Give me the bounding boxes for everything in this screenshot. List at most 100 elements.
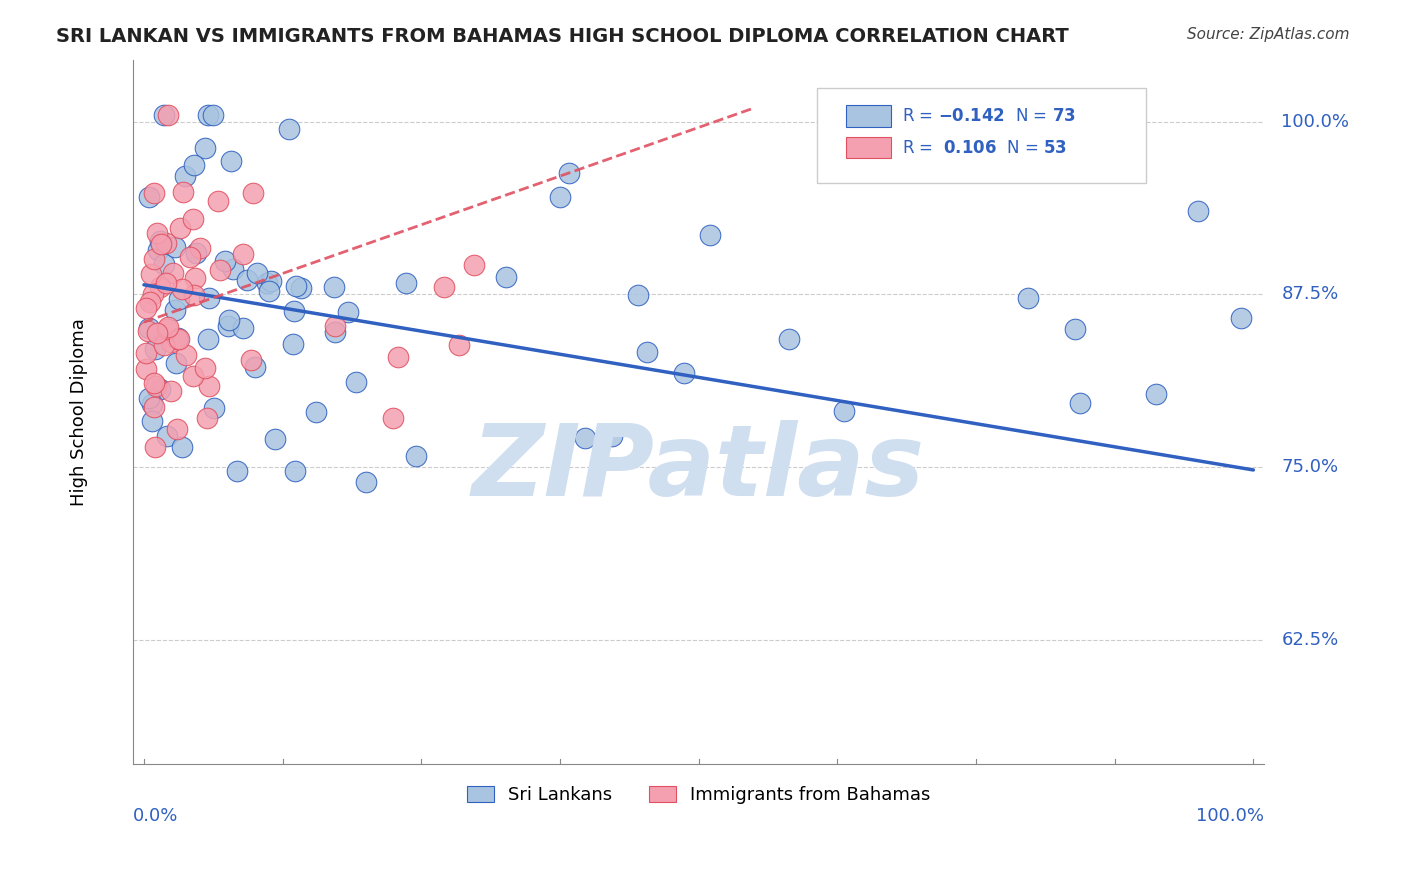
Point (167, 332, 190, 346)
Text: 75.0%: 75.0% (1281, 458, 1339, 476)
Point (558, 166, 581, 180)
Point (281, 336, 304, 351)
Point (149, 280, 172, 294)
Point (548, 190, 571, 204)
Point (202, 108, 225, 122)
Point (143, 342, 166, 356)
Point (142, 186, 165, 200)
Point (194, 361, 217, 376)
Point (166, 422, 188, 436)
Point (183, 287, 205, 301)
Point (143, 400, 166, 414)
Point (218, 313, 240, 327)
Text: 100.0%: 100.0% (1197, 806, 1264, 824)
Point (135, 301, 157, 315)
Point (157, 108, 180, 122)
Point (156, 322, 179, 336)
Point (183, 158, 205, 172)
Text: 0.0%: 0.0% (132, 806, 179, 824)
Point (1187, 203, 1209, 218)
Point (172, 185, 194, 199)
Point (146, 226, 169, 240)
Point (405, 449, 427, 463)
Point (395, 277, 418, 291)
Point (166, 332, 188, 346)
Point (135, 346, 157, 360)
Point (387, 351, 409, 365)
Point (260, 274, 283, 288)
Point (382, 410, 405, 425)
Point (142, 376, 165, 391)
FancyBboxPatch shape (846, 137, 891, 158)
Point (160, 384, 183, 399)
Point (246, 266, 269, 280)
Point (149, 237, 172, 252)
Point (165, 356, 187, 370)
Point (195, 411, 218, 425)
Point (194, 141, 217, 155)
Text: 100.0%: 100.0% (1281, 112, 1350, 131)
Point (139, 268, 162, 282)
Point (1069, 396, 1091, 410)
Point (138, 320, 160, 334)
Point (135, 361, 157, 376)
Point (143, 252, 166, 266)
Point (841, 162, 863, 177)
Text: 87.5%: 87.5% (1281, 285, 1339, 303)
Point (167, 292, 190, 306)
Point (181, 212, 204, 227)
Point (184, 246, 207, 260)
Point (174, 348, 197, 362)
Point (232, 321, 254, 335)
Point (141, 397, 163, 411)
Point (672, 366, 695, 380)
FancyBboxPatch shape (817, 87, 1146, 183)
Point (152, 108, 174, 122)
Text: 62.5%: 62.5% (1281, 631, 1339, 648)
Text: Source: ZipAtlas.com: Source: ZipAtlas.com (1187, 27, 1350, 42)
Point (145, 379, 167, 393)
Point (463, 258, 485, 272)
Legend: Sri Lankans, Immigrants from Bahamas: Sri Lankans, Immigrants from Bahamas (460, 779, 938, 812)
Point (242, 186, 264, 201)
Point (495, 270, 517, 285)
Point (181, 369, 204, 384)
Point (283, 303, 305, 318)
Point (257, 284, 280, 298)
Point (305, 405, 328, 419)
Point (284, 279, 307, 293)
Point (325, 318, 347, 333)
Point (198, 379, 221, 393)
Point (778, 332, 800, 346)
Point (600, 428, 623, 442)
Point (162, 266, 184, 280)
Point (226, 464, 249, 478)
Text: ZIPatlas: ZIPatlas (472, 420, 925, 516)
Text: R =  $\bf{0.106}$  N = $\bf{53}$: R = $\bf{0.106}$ N = $\bf{53}$ (903, 138, 1067, 157)
Text: R = $\bf{-0.142}$  N = $\bf{73}$: R = $\bf{-0.142}$ N = $\bf{73}$ (903, 107, 1076, 125)
Point (197, 332, 219, 346)
Point (139, 294, 162, 309)
Point (214, 253, 236, 268)
Point (323, 280, 346, 294)
Point (136, 324, 159, 338)
Point (1017, 291, 1039, 305)
Point (169, 221, 191, 235)
FancyBboxPatch shape (846, 105, 891, 127)
Point (264, 432, 287, 446)
Point (574, 431, 596, 445)
Point (1230, 311, 1253, 326)
Point (636, 345, 658, 359)
Point (197, 108, 219, 122)
Point (344, 375, 367, 389)
Point (278, 121, 301, 136)
Point (152, 257, 174, 271)
Point (165, 240, 187, 254)
Point (155, 235, 177, 250)
Point (323, 325, 346, 339)
Point (627, 288, 650, 302)
Point (1144, 387, 1167, 401)
Point (290, 281, 312, 295)
Point (138, 392, 160, 406)
Point (1063, 321, 1085, 335)
